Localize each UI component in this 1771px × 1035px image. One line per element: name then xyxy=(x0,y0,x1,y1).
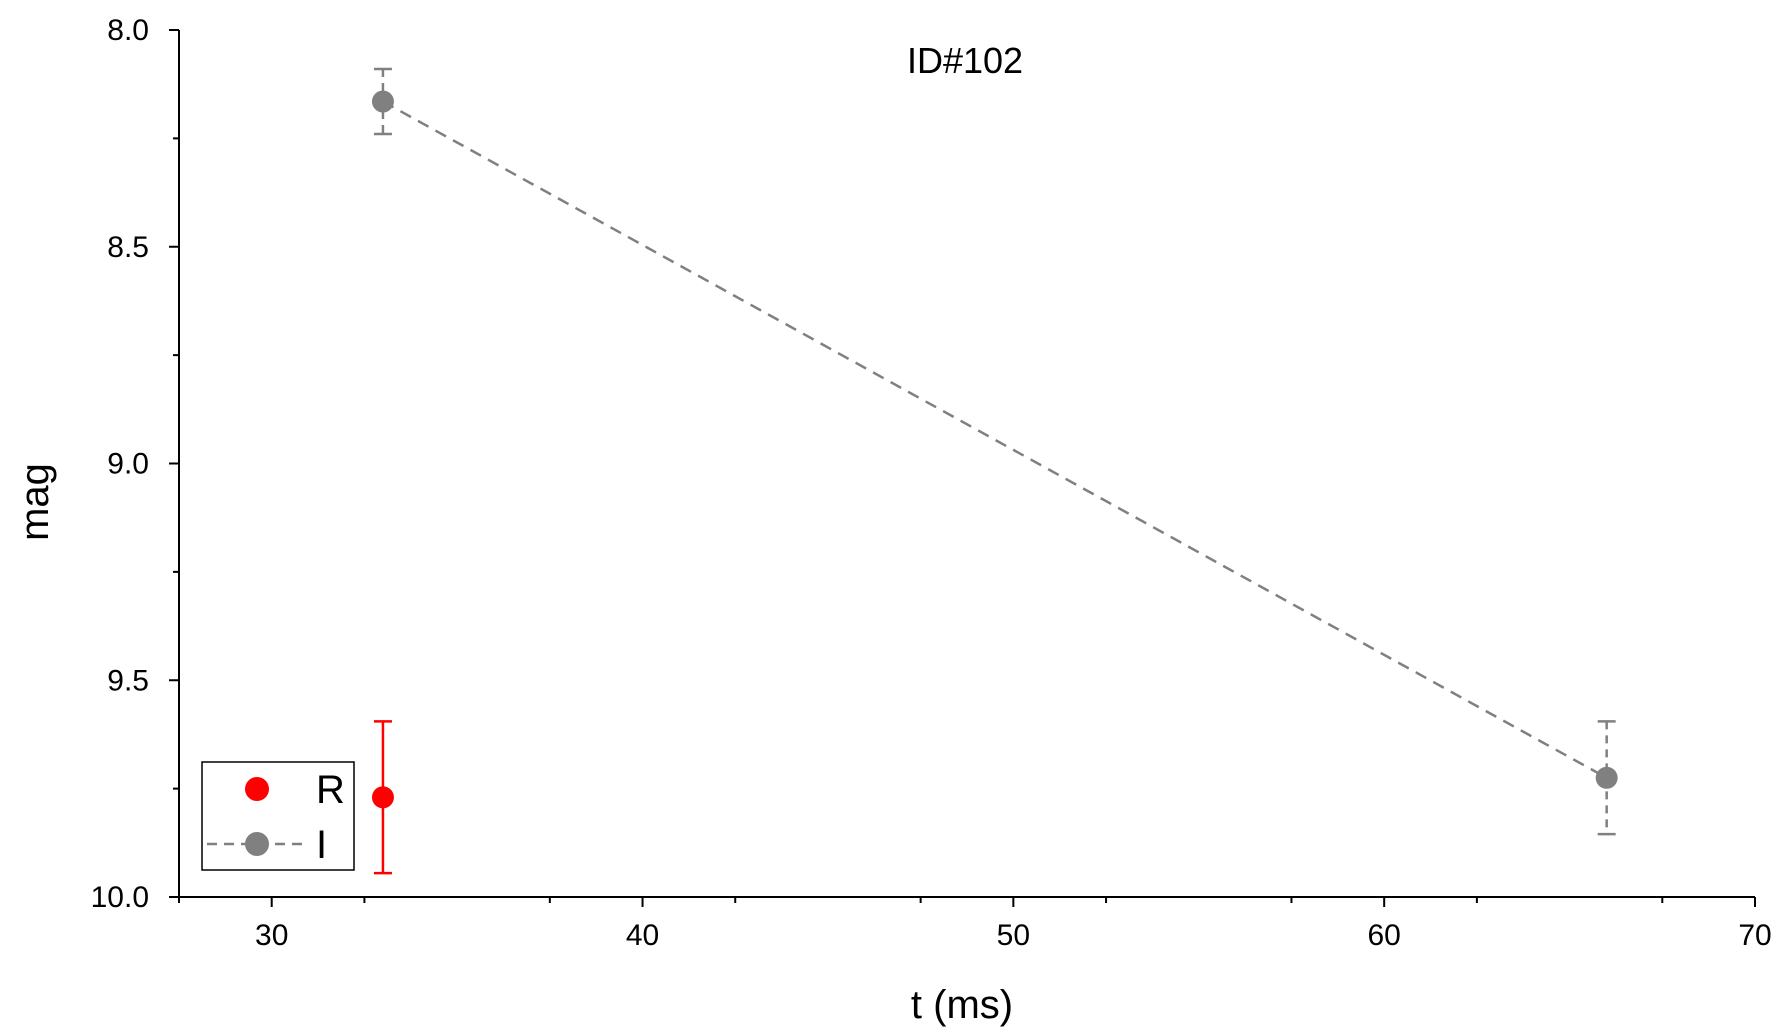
series-R xyxy=(371,720,394,875)
chart-title: ID#102 xyxy=(907,40,1023,81)
legend-marker-R xyxy=(245,777,269,801)
legend-label-R: R xyxy=(316,768,345,812)
legend: RI xyxy=(201,761,355,871)
y-tick-label-9.5: 9.5 xyxy=(107,664,149,697)
series-I xyxy=(371,67,1618,836)
data-point-R-0 xyxy=(371,786,394,809)
y-tick-label-8: 8.0 xyxy=(107,14,149,47)
series-line-I xyxy=(382,100,1608,779)
x-tick-label-50: 50 xyxy=(997,919,1030,952)
data-point-I-1 xyxy=(1595,766,1618,789)
x-tick-label-30: 30 xyxy=(255,919,288,952)
y-tick-label-9: 9.0 xyxy=(107,448,149,481)
data-point-I-0 xyxy=(371,90,394,113)
legend-marker-I xyxy=(245,832,269,856)
y-tick-label-10: 10.0 xyxy=(91,881,149,914)
x-tick-label-60: 60 xyxy=(1367,919,1400,952)
series-layer xyxy=(371,67,1618,875)
x-tick-label-40: 40 xyxy=(626,919,659,952)
x-tick-label-70: 70 xyxy=(1738,919,1771,952)
ticks: 30 40 50 60 70 8.0 8.5 9.0 9.5 10.0 xyxy=(91,14,1771,952)
axes xyxy=(178,30,1755,898)
y-tick-label-8.5: 8.5 xyxy=(107,231,149,264)
y-axis-label: mag xyxy=(13,463,57,541)
x-axis-label: t (ms) xyxy=(911,983,1013,1027)
legend-box xyxy=(201,761,355,871)
legend-label-I: I xyxy=(316,823,327,867)
